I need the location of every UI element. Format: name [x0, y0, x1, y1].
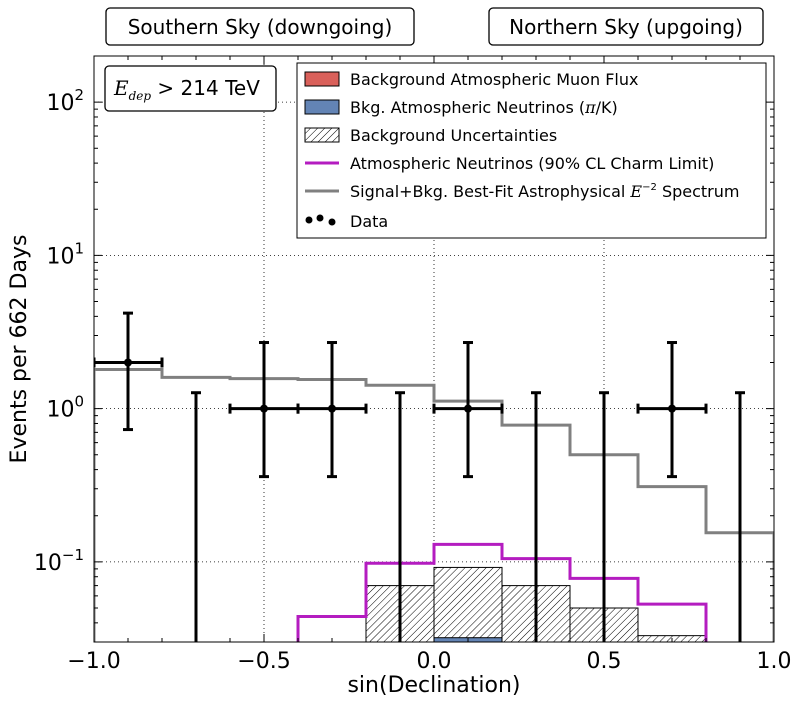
data-point-1	[260, 404, 268, 413]
legend-swatch-uncertainties	[304, 127, 340, 143]
x-tick-label-1: −0.5	[237, 649, 290, 674]
legend-label-data: Data	[350, 212, 388, 231]
legend: Background Atmospheric Muon Flux Bkg. At…	[296, 62, 767, 239]
x-axis-title: sin(Declination)	[347, 673, 520, 698]
legend-label-neutrinos: Bkg. Atmospheric Neutrinos (π/K)	[350, 98, 618, 117]
legend-marker-data-3	[328, 218, 336, 226]
data-points-layer	[94, 311, 745, 642]
legend-marker-data-1	[305, 216, 313, 224]
x-tick-label-4: 1.0	[757, 649, 792, 674]
histogram-layer	[94, 368, 774, 642]
signal-best-fit-line	[94, 368, 774, 642]
legend-label-uncertainties: Background Uncertainties	[350, 126, 557, 145]
data-point-2	[328, 404, 336, 413]
data-point-4	[668, 404, 676, 413]
y-tick-label-2: 101	[46, 239, 84, 269]
legend-label-muon: Background Atmospheric Muon Flux	[350, 70, 638, 89]
y-axis-title: Events per 662 Days	[7, 235, 32, 464]
legend-marker-data-2	[316, 214, 324, 222]
legend-entry-data: Data	[305, 212, 388, 231]
x-tick-label-2: 0.0	[417, 649, 452, 674]
northern-sky-label-box: Northern Sky (upgoing)	[488, 7, 764, 46]
legend-label-charm: Atmospheric Neutrinos (90% CL Charm Limi…	[350, 154, 714, 173]
data-point-0	[124, 358, 132, 367]
axis-ticks: −1.0 −0.5 0.0 0.5 1.0 10−1 100 101 102	[34, 55, 792, 674]
y-tick-label-0: 10−1	[34, 546, 84, 576]
legend-entry-muon: Background Atmospheric Muon Flux	[304, 70, 638, 89]
northern-sky-label: Northern Sky (upgoing)	[509, 15, 743, 39]
legend-label-signal: Signal+Bkg. Best-Fit Astrophysical E−2 S…	[350, 182, 739, 201]
legend-entry-uncertainties: Background Uncertainties	[304, 126, 557, 145]
energy-cut-annotation: Edep > 214 TeV	[113, 76, 260, 103]
x-tick-label-3: 0.5	[587, 649, 622, 674]
charm-limit-line	[296, 542, 708, 642]
data-point-3	[464, 404, 472, 413]
southern-sky-label-box: Southern Sky (downgoing)	[105, 7, 415, 46]
legend-entry-neutrinos: Bkg. Atmospheric Neutrinos (π/K)	[304, 98, 618, 117]
legend-entry-signal: Signal+Bkg. Best-Fit Astrophysical E−2 S…	[305, 182, 739, 201]
legend-swatch-muon	[304, 71, 340, 87]
y-tick-label-1: 100	[46, 393, 84, 423]
energy-cut-annotation-box: Edep > 214 TeV	[104, 65, 277, 112]
southern-sky-label: Southern Sky (downgoing)	[128, 15, 393, 39]
uncertainty-bin-5	[433, 566, 503, 642]
y-tick-label-3: 102	[46, 86, 84, 116]
legend-entry-charm: Atmospheric Neutrinos (90% CL Charm Limi…	[305, 154, 714, 173]
x-tick-label-0: −1.0	[67, 649, 120, 674]
legend-swatch-neutrinos	[304, 99, 340, 115]
